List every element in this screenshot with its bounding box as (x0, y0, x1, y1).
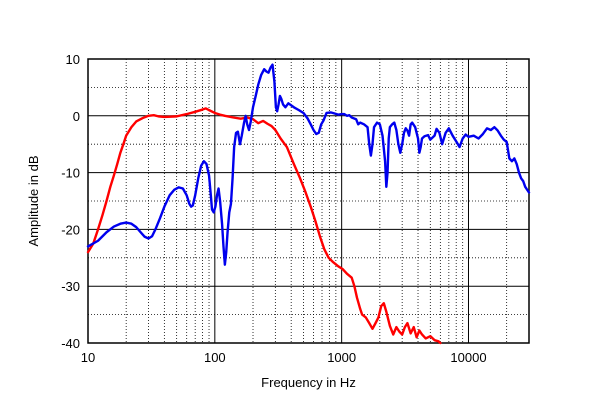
y-tick-label: -10 (61, 166, 80, 181)
x-tick-label: 1000 (327, 350, 356, 365)
y-tick-label: 0 (73, 109, 80, 124)
plot-frame (87, 58, 530, 344)
x-tick-labels: 10 100 1000 10000 (81, 350, 487, 365)
x-tick-label: 10 (81, 350, 95, 365)
y-tick-label: 10 (66, 52, 80, 67)
y-axis-label: Amplitude in dB (26, 155, 41, 246)
x-axis-label: Frequency in Hz (261, 375, 356, 390)
series-line-2 (86, 63, 531, 266)
major-grid (88, 59, 529, 343)
minor-grid (88, 59, 529, 343)
series-line-1 (86, 107, 442, 345)
y-tick-labels: -40 -30 -20 -10 0 10 (61, 52, 80, 351)
series-layer (86, 63, 531, 345)
x-tick-label: 100 (204, 350, 226, 365)
x-tick-label: 10000 (450, 350, 486, 365)
y-tick-label: -30 (61, 279, 80, 294)
y-tick-label: -40 (61, 336, 80, 351)
y-tick-label: -20 (61, 222, 80, 237)
